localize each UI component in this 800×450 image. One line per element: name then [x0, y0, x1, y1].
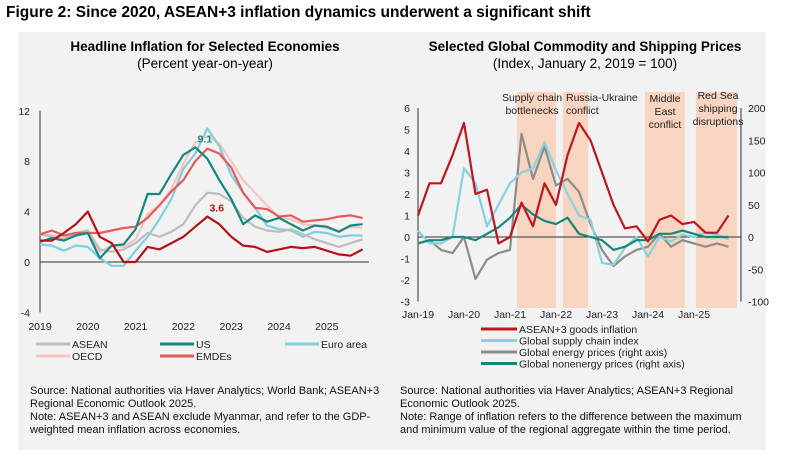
left-legend-label: ASEAN	[72, 339, 108, 351]
shaded-period-label: shipping	[698, 103, 737, 115]
left-series-line	[39, 147, 363, 237]
left-legend-label: EMDEs	[196, 351, 232, 363]
right-y-tick-label: 6	[404, 103, 410, 115]
left-x-tick-label: 2020	[76, 321, 100, 333]
right-y-tick-label: -3	[401, 297, 410, 309]
shaded-period-label: Red Sea	[698, 90, 739, 102]
shaded-period-label: Middle	[650, 93, 681, 105]
right-x-tick-label: Jan-21	[494, 309, 526, 321]
right-y-tick-label: 2	[404, 189, 410, 201]
left-series-line	[40, 210, 364, 264]
left-x-tick-label: 2019	[28, 321, 52, 333]
right-x-tick-label: Jan-24	[632, 309, 664, 321]
left-series-line	[39, 127, 363, 267]
shaded-period-label: East	[654, 106, 675, 118]
right-source: Source: National authorities via Haver A…	[400, 385, 733, 410]
right-y-tick-label: 3	[404, 168, 410, 180]
shaded-period	[516, 92, 556, 308]
right-y-tick-label: 0	[404, 232, 410, 244]
left-series-line	[39, 146, 363, 260]
shaded-period-label: Supply chain	[502, 92, 562, 104]
left-legend-label: US	[196, 339, 211, 351]
right-series-line	[417, 203, 729, 251]
right-y-tick-label: -2	[401, 275, 410, 287]
right-series-line	[416, 121, 730, 245]
left-chart-subtitle: (Percent year-on-year)	[137, 56, 273, 71]
right-chart-subtitle: (Index, January 2, 2019 = 100)	[492, 56, 678, 71]
shaded-period-label: conflict	[649, 119, 682, 131]
left-y-tick-label: 12	[18, 106, 30, 118]
right-y-tick-label: 5	[404, 125, 410, 137]
right-notes: Source: National authorities via Haver A…	[400, 385, 760, 450]
right-x-tick-label: Jan-23	[586, 309, 618, 321]
left-source: Source: National authorities via Haver A…	[30, 385, 380, 410]
right-y2-tick-label: 100	[748, 168, 766, 180]
left-x-tick-label: 2023	[220, 321, 244, 333]
right-x-tick-label: Jan-20	[448, 309, 480, 321]
left-x-tick-label: 2025	[315, 321, 339, 333]
left-x-tick-label: 2024	[267, 321, 291, 333]
shaded-period	[562, 92, 589, 308]
left-chart-title-block: Headline Inflation for Selected Economie…	[20, 38, 390, 72]
left-chart-title: Headline Inflation for Selected Economie…	[70, 39, 340, 54]
right-y2-tick-label: 200	[748, 103, 766, 115]
shaded-period-label: conflict	[566, 105, 599, 117]
right-y-tick-label: -1	[401, 254, 410, 266]
right-x-tick-label: Jan-22	[540, 309, 572, 321]
left-legend-label: Euro area	[321, 339, 367, 351]
right-y-tick-label: 4	[404, 146, 410, 158]
shaded-period-label: bottlenecks	[505, 105, 558, 117]
left-data-label: 3.6	[210, 203, 225, 215]
right-x-tick-label: Jan-19	[402, 309, 434, 321]
right-note: Note: Range of inflation refers to the d…	[400, 411, 742, 436]
right-legend-label: Global supply chain index	[519, 336, 639, 348]
left-x-tick-label: 2022	[172, 321, 196, 333]
right-series-line	[417, 141, 729, 266]
left-notes: Source: National authorities via Haver A…	[30, 385, 380, 437]
right-chart-title-block: Selected Global Commodity and Shipping P…	[400, 38, 770, 72]
right-y2-tick-label: -100	[748, 297, 769, 309]
right-legend-label: ASEAN+3 goods inflation	[519, 324, 637, 336]
left-x-tick-label: 2021	[124, 321, 148, 333]
shaded-period	[695, 92, 737, 308]
figure-title: Figure 2: Since 2020, ASEAN+3 inflation …	[6, 4, 591, 21]
right-chart-title: Selected Global Commodity and Shipping P…	[428, 39, 742, 54]
right-y2-tick-label: 50	[748, 200, 760, 212]
left-y-tick-label: 0	[24, 257, 30, 269]
right-y2-tick-label: 0	[748, 232, 754, 244]
shaded-period-label: disruptions	[693, 116, 744, 128]
left-y-tick-label: 4	[24, 207, 30, 219]
right-y2-tick-label: -50	[748, 264, 763, 276]
shaded-period	[644, 92, 685, 308]
right-y-tick-label: 1	[404, 211, 410, 223]
right-x-tick-label: Jan-25	[678, 309, 710, 321]
right-legend-label: Global nonenergy prices (right axis)	[519, 359, 685, 371]
shaded-period-label: Russia-Ukraine	[566, 92, 638, 104]
right-legend-label: Global energy prices (right axis)	[519, 347, 667, 359]
left-y-tick-label: 8	[24, 156, 30, 168]
left-note: Note: ASEAN+3 and ASEAN exclude Myanmar,…	[30, 411, 371, 436]
left-legend-label: OECD	[72, 351, 103, 363]
right-y2-tick-label: 150	[748, 135, 766, 147]
left-y-tick-label: -4	[21, 307, 30, 319]
left-data-label: 9.1	[198, 133, 213, 145]
right-series-line	[417, 132, 729, 280]
left-series-line	[39, 191, 363, 253]
